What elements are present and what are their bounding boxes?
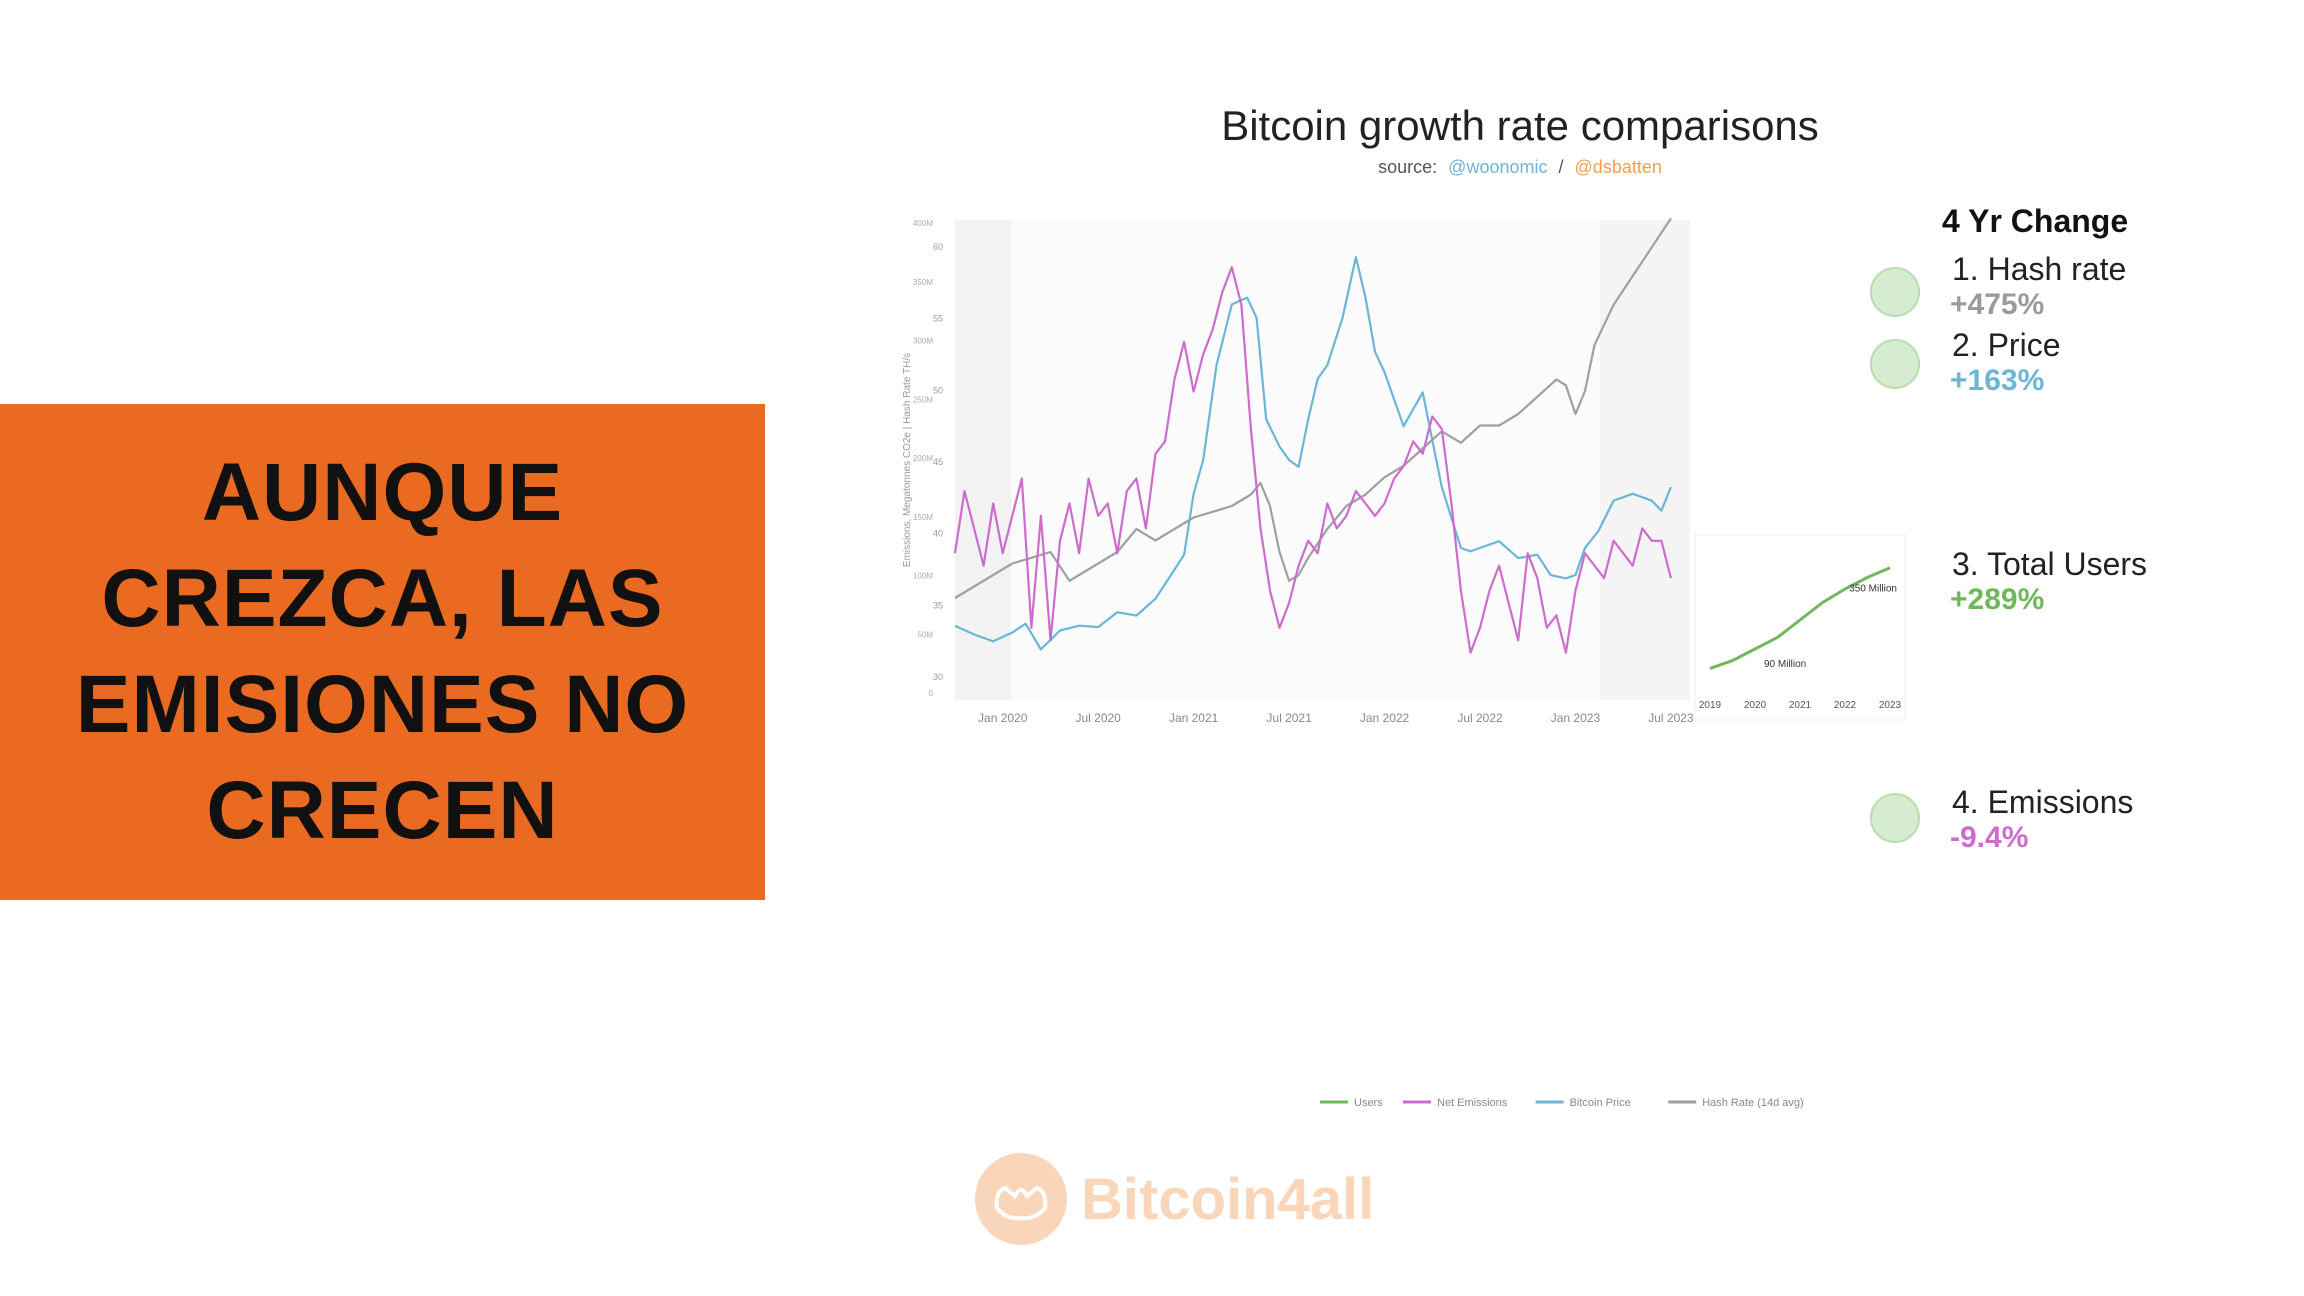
change-marker	[1870, 793, 1920, 843]
source-prefix: source:	[1378, 157, 1437, 177]
inset-panel	[1694, 534, 1906, 721]
y-right-tick-label: 0	[929, 689, 934, 698]
brand-watermark: Bitcoin4all	[975, 1153, 1374, 1245]
change-value: +475%	[1950, 288, 2044, 321]
change-value: +163%	[1950, 364, 2044, 397]
y-right-tick-label: 200M	[913, 454, 933, 463]
x-tick-label: Jan 2020	[978, 711, 1028, 725]
x-tick-label: Jan 2022	[1360, 711, 1410, 725]
headline-line: CRECEN	[206, 765, 559, 856]
change-heading: 4 Yr Change	[1942, 203, 2128, 239]
source-woonomic: @woonomic	[1448, 157, 1547, 177]
legend-entry: Bitcoin Price	[1570, 1097, 1631, 1109]
y-right-tick-label: 50M	[917, 630, 933, 639]
change-value: +289%	[1950, 583, 2044, 616]
inset-annotation: 90 Million	[1764, 659, 1806, 670]
change-marker	[1870, 339, 1920, 389]
inset-users-line	[1709, 566, 1891, 670]
y-right-tick-label: 150M	[913, 513, 933, 522]
plot-background	[955, 220, 1690, 700]
inset-x-tick: 2019	[1699, 700, 1722, 711]
y-right-tick-label: 250M	[913, 395, 933, 404]
y-right-tick-label: 400M	[913, 219, 933, 228]
inset-x-tick: 2020	[1744, 700, 1767, 711]
chart-source: source: @woonomic / @dsbatten	[1378, 157, 1662, 177]
headline-line: AUNQUE	[201, 447, 564, 538]
headline-line: EMISIONES NO	[75, 659, 690, 750]
change-marker	[1870, 267, 1920, 317]
inset-x-tick: 2023	[1879, 700, 1902, 711]
x-tick-label: Jul 2020	[1075, 711, 1121, 725]
y-left-tick-label: 60	[933, 242, 943, 252]
change-value: -9.4%	[1950, 821, 2028, 854]
y-left-tick-label: 50	[933, 385, 943, 395]
source-dsbatten: @dsbatten	[1575, 157, 1662, 177]
inset-annotation: 350 Million	[1849, 584, 1897, 595]
headline-banner: AUNQUE CREZCA, LAS EMISIONES NO CRECEN	[0, 404, 765, 900]
series-line-bitcoin-price	[954, 256, 1672, 651]
source-separator: /	[1559, 157, 1564, 177]
inset-x-tick: 2022	[1834, 700, 1857, 711]
x-tick-label: Jan 2021	[1169, 711, 1219, 725]
hands-icon	[975, 1153, 1067, 1245]
chart-title: Bitcoin growth rate comparisons	[1221, 102, 1819, 149]
y-left-tick-label: 30	[933, 672, 943, 682]
x-tick-label: Jul 2023	[1648, 711, 1694, 725]
watermark-text: Bitcoin4all	[1081, 1166, 1375, 1232]
shaded-period-left	[955, 220, 1011, 700]
y-left-tick-label: 45	[933, 457, 943, 467]
x-tick-label: Jul 2021	[1266, 711, 1312, 725]
headline-line: CREZCA, LAS	[101, 553, 664, 644]
change-label: 4. Emissions	[1952, 784, 2133, 820]
legend-entry: Net Emissions	[1437, 1097, 1508, 1109]
growth-rate-chart: Bitcoin growth rate comparisons source: …	[902, 102, 2147, 1109]
x-tick-label: Jul 2022	[1457, 711, 1503, 725]
legend-entry: Users	[1354, 1097, 1383, 1109]
y-axis-label: Emissions, Megatonnes CO2e | Hash Rate T…	[902, 353, 913, 567]
change-label: 1. Hash rate	[1952, 251, 2126, 287]
change-label: 3. Total Users	[1952, 546, 2147, 582]
change-label: 2. Price	[1952, 327, 2060, 363]
y-right-tick-label: 100M	[913, 572, 933, 581]
y-left-tick-label: 40	[933, 529, 943, 539]
inset-x-tick: 2021	[1789, 700, 1812, 711]
y-left-tick-label: 55	[933, 314, 943, 324]
y-right-tick-label: 300M	[913, 337, 933, 346]
shaded-period-right	[1600, 220, 1690, 700]
y-left-tick-label: 35	[933, 600, 943, 610]
series-line-net-emissions	[953, 266, 1672, 654]
y-right-tick-label: 350M	[913, 278, 933, 287]
legend-entry: Hash Rate (14d avg)	[1702, 1097, 1804, 1109]
series-line-hash-rate-14d-avg-	[954, 217, 1672, 599]
x-tick-label: Jan 2023	[1551, 711, 1601, 725]
